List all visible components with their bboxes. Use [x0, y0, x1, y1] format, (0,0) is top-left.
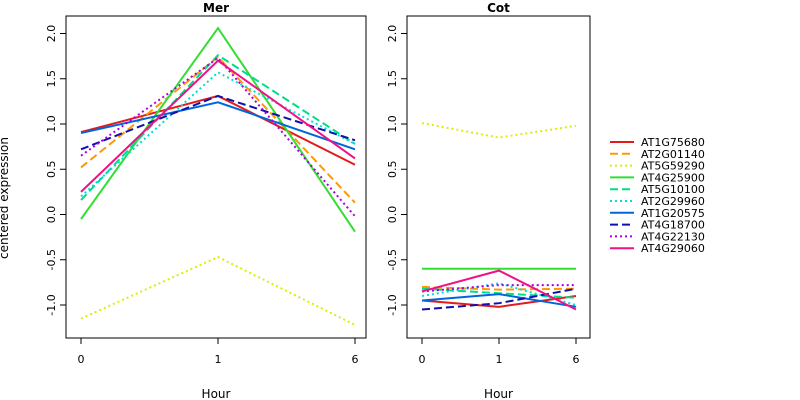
series-line-at2g29960 — [421, 282, 577, 306]
series-line-at4g18700 — [80, 94, 356, 151]
series-line-at2g01140 — [80, 55, 356, 204]
panel-title: Cot — [487, 1, 510, 15]
series-line-at4g29060 — [421, 269, 577, 311]
y-tick-label: 1.5 — [45, 70, 58, 88]
y-tick-label: -0.5 — [45, 249, 58, 270]
legend-item: AT4G18700 — [610, 219, 705, 232]
series-line-at5g59290 — [421, 122, 577, 139]
y-tick-label: 1.0 — [386, 115, 399, 133]
legend-item: AT4G22130 — [610, 230, 705, 243]
legend-label: AT1G20575 — [641, 207, 705, 220]
y-tick-label: 1.5 — [386, 70, 399, 88]
x-tick-label: 0 — [419, 353, 426, 366]
panel-mer: Mer -1.0 -0.5 0.0 0.5 1.0 1.5 2.0 0 1 6 Hour — [45, 1, 367, 400]
x-tick-label: 0 — [78, 353, 85, 366]
y-tick-label: 2.0 — [45, 25, 58, 43]
y-tick-label: -1.0 — [45, 294, 58, 315]
y-tick-label: -0.5 — [386, 249, 399, 270]
legend-label: AT4G18700 — [641, 219, 705, 232]
series-line-at4g22130 — [80, 56, 356, 217]
legend-item: AT1G75680 — [610, 136, 705, 149]
legend-label: AT4G29060 — [641, 242, 705, 255]
x-axis-label: Hour — [484, 387, 513, 400]
legend-item: AT4G25900 — [610, 171, 705, 184]
series-line-at4g29060 — [80, 59, 356, 193]
legend-item: AT1G20575 — [610, 207, 705, 220]
y-axis-label: centered expression — [0, 137, 11, 259]
x-tick-label: 6 — [573, 353, 580, 366]
panels: Mer -1.0 -0.5 0.0 0.5 1.0 1.5 2.0 0 1 6 Hour Cot -1.0… — [45, 1, 591, 400]
panel-title: Mer — [203, 1, 229, 15]
x-tick-label: 6 — [352, 353, 359, 366]
y-tick-label: 1.0 — [45, 115, 58, 133]
y-tick-label: 0.0 — [45, 206, 58, 224]
x-axis-label: Hour — [202, 387, 231, 400]
legend-item: AT2G01140 — [610, 148, 705, 161]
y-tick-label: -1.0 — [386, 294, 399, 315]
panel-cot: Cot -1.0 -0.5 0.0 0.5 1.0 1.5 2.0 0 1 6 Hour — [386, 1, 591, 400]
y-tick-label: 0.0 — [386, 206, 399, 224]
x-tick-label: 1 — [496, 353, 503, 366]
legend-label: AT4G25900 — [641, 171, 705, 184]
y-tick-label: 2.0 — [386, 25, 399, 43]
legend: AT1G75680AT2G01140AT5G59290AT4G25900AT5G… — [610, 136, 705, 255]
series-line-at5g10100 — [80, 53, 356, 201]
legend-item: AT4G29060 — [610, 242, 705, 255]
legend-item: AT2G29960 — [610, 195, 705, 208]
legend-label: AT2G01140 — [641, 148, 705, 161]
series-line-at1g75680 — [80, 94, 356, 166]
x-tick-label: 1 — [215, 353, 222, 366]
legend-label: AT4G22130 — [641, 230, 705, 243]
series-line-at5g59290 — [80, 255, 356, 326]
legend-label: AT1G75680 — [641, 136, 705, 149]
series-line-at4g22130 — [421, 284, 576, 293]
y-tick-label: 0.5 — [45, 161, 58, 179]
legend-item: AT5G10100 — [610, 183, 705, 196]
legend-item: AT5G59290 — [610, 160, 705, 173]
y-tick-label: 0.5 — [386, 161, 399, 179]
series-line-at1g20575 — [421, 293, 577, 308]
legend-label: AT2G29960 — [641, 195, 705, 208]
legend-label: AT5G59290 — [641, 160, 705, 173]
series-line-at4g18700 — [421, 287, 577, 311]
series-line-at1g75680 — [421, 294, 577, 308]
series-line-at2g01140 — [421, 285, 577, 291]
series-line-at2g29960 — [80, 71, 356, 198]
legend-label: AT5G10100 — [641, 183, 705, 196]
